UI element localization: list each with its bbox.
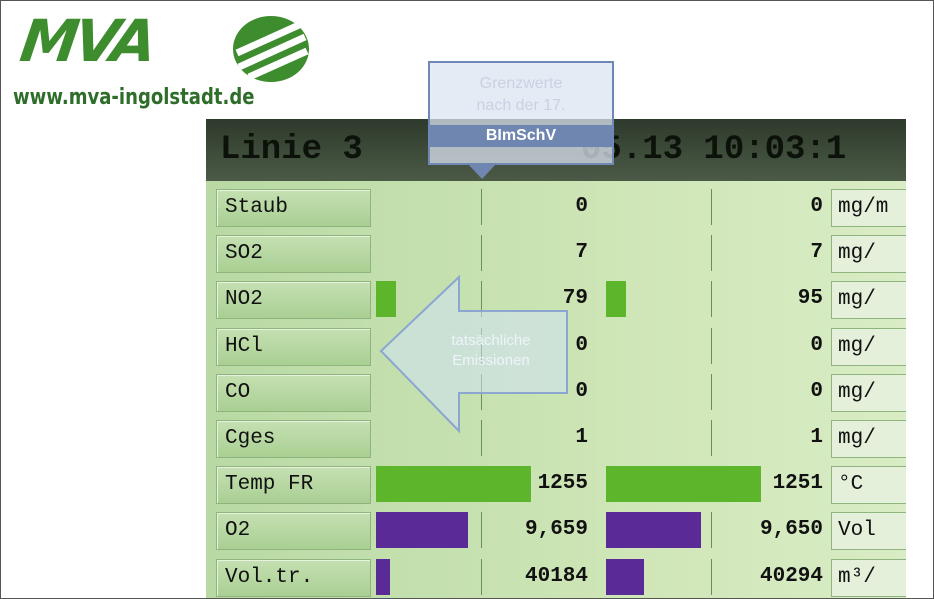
value-2: 95: [716, 281, 831, 319]
value-2: 1251: [716, 466, 831, 504]
divider: [481, 189, 482, 225]
level-bar: [376, 559, 390, 595]
logo-globe: [229, 13, 313, 85]
row-name: O2: [216, 512, 371, 550]
callout-line: nach der 17.: [430, 95, 612, 117]
divider: [711, 189, 712, 225]
divider: [481, 235, 482, 271]
arrow-line: tatsächliche: [421, 331, 561, 351]
value-1: 40184: [486, 559, 596, 597]
row-name: HCl: [216, 328, 371, 366]
unit: mg/m: [831, 189, 906, 227]
unit: mg/: [831, 281, 906, 319]
row-name: Vol.tr.: [216, 559, 371, 597]
datetime: 05.13 10:03:1: [581, 131, 846, 169]
row-name: Cges: [216, 420, 371, 458]
row-name: Staub: [216, 189, 371, 227]
logo-url: www.mva-ingolstadt.de: [13, 85, 255, 110]
level-bar: [606, 281, 626, 317]
row-name: CO: [216, 374, 371, 412]
value-1: 0: [486, 189, 596, 227]
divider: [711, 420, 712, 456]
value-2: 0: [716, 374, 831, 412]
value-2: 0: [716, 328, 831, 366]
unit: Vol: [831, 512, 906, 550]
page: MVA www.mva-ingolstadt.de Linie 3 05.13 …: [0, 0, 934, 599]
divider: [481, 512, 482, 548]
divider: [711, 281, 712, 317]
unit: m³/: [831, 559, 906, 597]
unit: mg/: [831, 420, 906, 458]
level-bar: [606, 559, 644, 595]
divider: [711, 559, 712, 595]
arrow-line: Emissionen: [421, 351, 561, 371]
row-name: NO2: [216, 281, 371, 319]
divider: [711, 374, 712, 410]
callout-line: BImSchV: [430, 125, 612, 147]
callout-pointer: [467, 163, 497, 181]
value-2: 7: [716, 235, 831, 273]
level-bar: [606, 512, 701, 548]
divider: [711, 235, 712, 271]
value-2: 9,650: [716, 512, 831, 550]
callout-line: Grenzwerte: [430, 73, 612, 95]
unit: mg/: [831, 374, 906, 412]
row-name: Temp FR: [216, 466, 371, 504]
value-1: 9,659: [486, 512, 596, 550]
screenshot: MVA www.mva-ingolstadt.de Linie 3 05.13 …: [0, 0, 934, 599]
line-title: Linie 3: [220, 131, 363, 169]
value-2: 0: [716, 189, 831, 227]
divider: [481, 559, 482, 595]
value-2: 1: [716, 420, 831, 458]
value-1: 1255: [486, 466, 596, 504]
level-bar: [376, 512, 468, 548]
row-name: SO2: [216, 235, 371, 273]
divider: [711, 328, 712, 364]
logo: MVA: [16, 7, 157, 75]
unit: °C: [831, 466, 906, 504]
divider: [711, 512, 712, 548]
value-2: 40294: [716, 559, 831, 597]
unit: mg/: [831, 328, 906, 366]
value-1: 7: [486, 235, 596, 273]
unit: mg/: [831, 235, 906, 273]
